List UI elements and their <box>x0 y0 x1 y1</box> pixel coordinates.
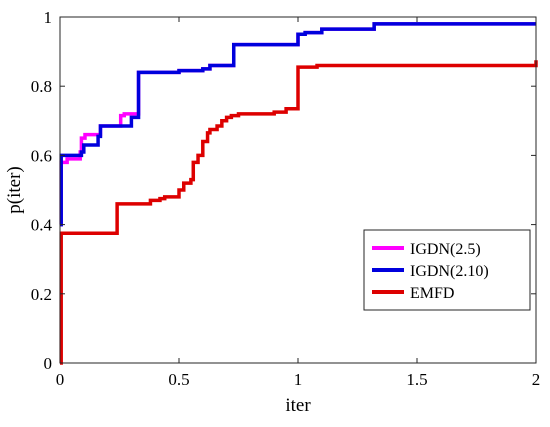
y-tick-label: 0.4 <box>31 216 53 235</box>
y-tick-label: 1 <box>44 8 53 27</box>
x-tick-label: 1 <box>294 370 303 389</box>
legend-label-igdn-2-10: IGDN(2.10) <box>410 263 489 280</box>
x-tick-label: 2 <box>532 370 541 389</box>
y-tick-label: 0.2 <box>31 285 52 304</box>
y-tick-label: 0.8 <box>31 77 52 96</box>
y-tick-label: 0.6 <box>31 146 52 165</box>
ticks-layer: 0 0.5 1 1.5 2 0 0.2 0.4 0.6 0.8 1 <box>31 8 541 389</box>
y-axis-label: p(iter) <box>4 166 25 213</box>
x-axis-label: iter <box>285 395 311 416</box>
legend-box <box>363 229 531 311</box>
series-layer <box>59 22 538 365</box>
x-tick-label: 1.5 <box>406 370 427 389</box>
series-line-emfd <box>59 60 538 365</box>
y-tick-label: 0 <box>44 354 53 373</box>
series-line-igdn-2-10 <box>59 22 536 227</box>
legend: IGDN(2.5) IGDN(2.10) EMFD <box>363 229 531 311</box>
legend-label-igdn-2-5: IGDN(2.5) <box>410 241 481 258</box>
x-tick-label: 0 <box>56 370 65 389</box>
legend-label-emfd: EMFD <box>410 285 454 302</box>
x-tick-label: 0.5 <box>168 370 189 389</box>
